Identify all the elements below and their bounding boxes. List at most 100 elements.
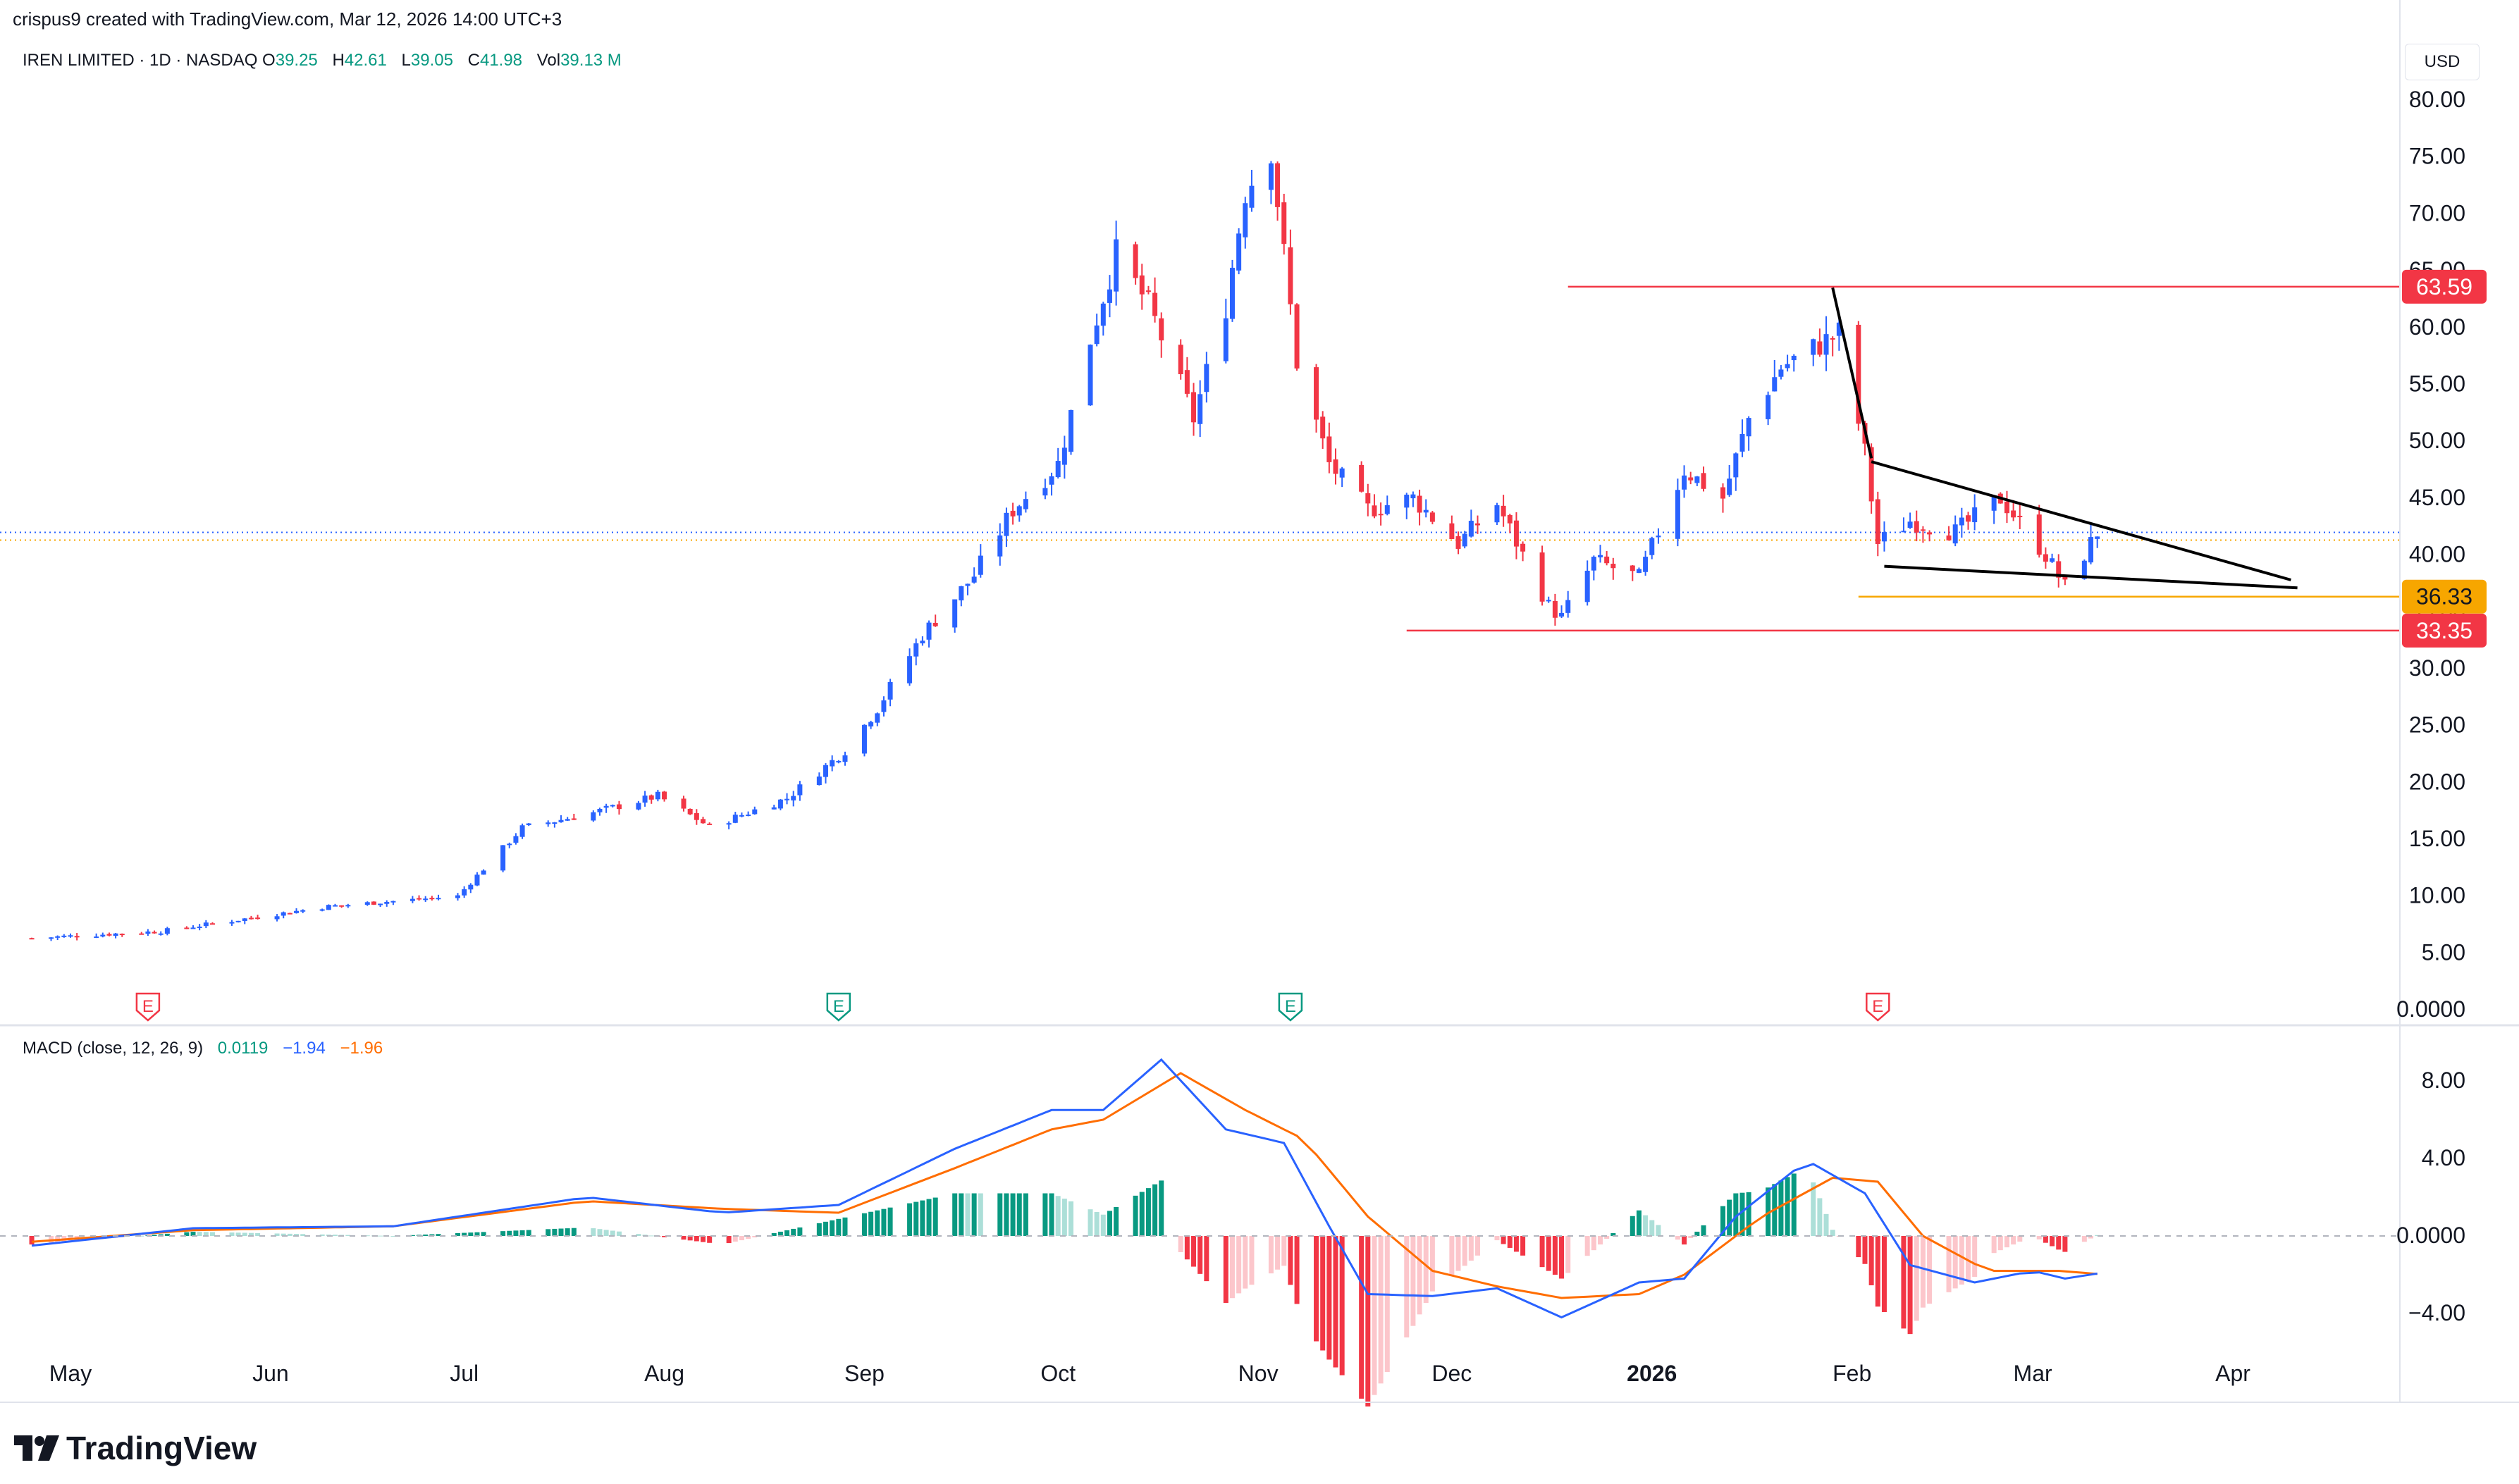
candle-body <box>409 898 415 901</box>
macd-histogram-bar <box>209 1232 215 1236</box>
time-tick-label: May <box>49 1361 92 1386</box>
candle-body <box>378 903 383 905</box>
candles <box>29 161 2100 941</box>
time-axis[interactable]: May Jun Jul Aug Sep Oct Nov Dec 2026 Feb Mar Apr <box>49 1361 2250 1386</box>
candle-body <box>164 928 170 934</box>
macd-histogram-bar <box>1042 1193 1048 1236</box>
tradingview-logo-icon <box>14 1435 59 1461</box>
macd-histogram-bar <box>2017 1236 2023 1242</box>
candle-body <box>1378 514 1384 516</box>
currency-button[interactable]: USD <box>2405 44 2480 80</box>
candle-body <box>1520 543 1526 552</box>
macd-title[interactable]: MACD (close, 12, 26, 9) <box>23 1039 204 1058</box>
symbol-legend[interactable]: IREN LIMITED · 1D · NASDAQ O39.25 H42.61… <box>23 51 632 70</box>
macd-histogram-bar <box>1778 1180 1784 1236</box>
macd-histogram-bar <box>390 1236 396 1237</box>
price-tick-label: 25.00 <box>2409 712 2465 738</box>
macd-histogram-bar <box>436 1234 441 1236</box>
candle-body <box>591 812 596 821</box>
candle-body <box>1494 505 1500 523</box>
candle-body <box>603 805 609 808</box>
macd-histogram-bar <box>1610 1232 1616 1236</box>
macd-histogram-bar <box>1404 1236 1410 1337</box>
macd-histogram-bar <box>791 1228 796 1236</box>
candle-body <box>2036 514 2042 555</box>
candle-body <box>1145 290 1151 292</box>
price-label-text: 36.33 <box>2416 584 2472 610</box>
macd-histogram-bar <box>1384 1236 1390 1372</box>
macd-histogram-bar <box>1643 1215 1649 1236</box>
candle-body <box>868 722 874 726</box>
macd-histogram-bar <box>332 1235 338 1236</box>
macd-histogram-bar <box>255 1232 261 1236</box>
candle-body <box>687 808 693 815</box>
candle-body <box>1320 416 1326 439</box>
macd-histogram-bar <box>1746 1192 1751 1236</box>
price-label-box <box>2402 613 2487 648</box>
price-tick-label: 15.00 <box>2409 826 2465 851</box>
candle-body <box>462 889 467 896</box>
macd-pane[interactable] <box>29 1058 2100 1406</box>
earnings-marker <box>135 992 161 1022</box>
candle-body <box>1004 512 1009 536</box>
macd-histogram-bar <box>1791 1173 1797 1236</box>
candle-body <box>830 760 835 767</box>
time-tick-label: Sep <box>844 1361 885 1386</box>
macd-histogram-bar <box>2004 1236 2009 1248</box>
candle-body <box>707 823 713 825</box>
candle-body <box>526 823 531 825</box>
candle-body <box>1339 468 1345 478</box>
macd-axis[interactable]: 8.00 4.00 0.0000 −4.00 <box>0 1068 2465 1325</box>
candle-body <box>1462 533 1467 547</box>
candle-body <box>332 905 338 907</box>
macd-histogram-bar <box>1513 1236 1519 1252</box>
macd-legend[interactable]: MACD (close, 12, 26, 9) 0.0119 −1.94 −1.… <box>23 1039 383 1058</box>
macd-histogram-bar <box>1100 1214 1106 1236</box>
candle-body <box>1604 556 1610 564</box>
macd-histogram-bar <box>1223 1236 1228 1303</box>
candle-body <box>1152 292 1158 316</box>
symbol-title[interactable]: IREN LIMITED · 1D · NASDAQ <box>23 51 258 70</box>
macd-histogram-bar <box>1694 1231 1700 1236</box>
candle-body <box>1055 461 1061 478</box>
macd-histogram-bar <box>2062 1236 2068 1252</box>
price-tick-label: 0.0000 <box>2396 996 2465 1022</box>
candle-body <box>1720 487 1726 499</box>
macd-histogram-bar <box>752 1236 758 1238</box>
macd-histogram-bar <box>830 1220 835 1236</box>
candle-body <box>1275 163 1281 207</box>
candle-body <box>1204 364 1209 392</box>
macd-histogram-bar <box>1088 1209 1093 1236</box>
candle-body <box>771 807 777 810</box>
candle-body <box>1856 324 1861 424</box>
macd-histogram-bar <box>1191 1236 1197 1267</box>
candle-body <box>913 643 919 657</box>
macd-histogram-bar <box>1817 1198 1823 1236</box>
candle-body <box>1223 318 1228 361</box>
macd-histogram-bar <box>1597 1236 1603 1245</box>
candle-body <box>1281 202 1287 245</box>
time-tick-label: Jul <box>450 1361 479 1386</box>
candle-body <box>1694 476 1700 483</box>
candle-body <box>61 935 67 937</box>
candle-body <box>481 870 486 875</box>
price-axis[interactable]: 80.0075.0070.0065.0060.0055.0050.0045.00… <box>2396 87 2465 1022</box>
macd-histogram-bar <box>519 1230 525 1236</box>
tradingview-brand[interactable]: TradingView <box>14 1429 257 1467</box>
candle-body <box>1952 524 1958 544</box>
candle-body <box>1333 459 1338 474</box>
macd-histogram-bar <box>1862 1236 1868 1264</box>
candle-body <box>1817 341 1823 355</box>
candle-body <box>791 796 796 800</box>
macd-histogram-bar <box>526 1230 531 1236</box>
macd-histogram-bar <box>603 1230 609 1236</box>
macd-histogram-bar <box>1094 1211 1100 1236</box>
macd-histogram-bar <box>1959 1236 1964 1285</box>
candle-body <box>1559 612 1565 617</box>
macd-histogram-bar <box>823 1221 829 1236</box>
earnings-marker-label: E <box>833 997 844 1016</box>
candle-body <box>519 825 525 837</box>
